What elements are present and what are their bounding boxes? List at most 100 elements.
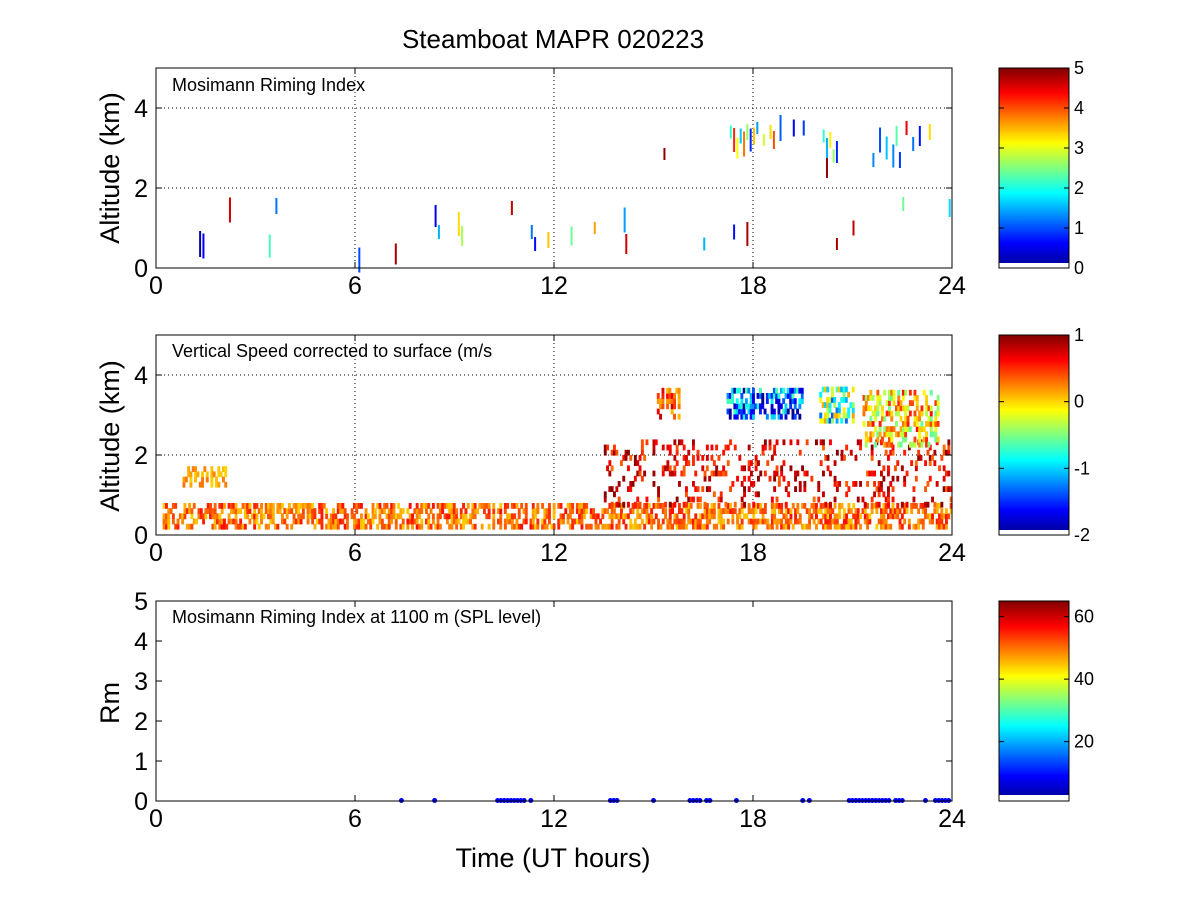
data-cell — [949, 508, 953, 514]
data-cell — [794, 508, 797, 514]
data-cell — [733, 501, 737, 508]
data-cell — [731, 508, 735, 514]
data-cell — [829, 132, 832, 148]
data-cell — [740, 408, 744, 415]
data-cell — [901, 405, 905, 412]
colorbar-tick-label: -2 — [1074, 525, 1090, 545]
data-cell — [617, 496, 621, 503]
data-cell — [678, 481, 681, 487]
data-cell — [645, 496, 649, 503]
data-cell — [585, 503, 589, 509]
data-cell — [640, 518, 644, 525]
data-cell — [712, 491, 716, 498]
data-cell — [949, 496, 953, 503]
data-cell — [295, 503, 298, 509]
data-cell — [784, 403, 788, 410]
data-cell — [582, 513, 586, 520]
data-cell — [761, 403, 765, 410]
data-cell — [503, 508, 507, 514]
data-cell — [733, 128, 736, 152]
data-cell — [652, 444, 656, 451]
data-cell — [844, 417, 848, 424]
data-cell — [798, 413, 802, 420]
data-cell — [610, 508, 614, 514]
data-cell — [896, 503, 900, 509]
data-cell — [817, 481, 821, 487]
data-cell — [815, 523, 818, 530]
data-cell — [218, 513, 222, 520]
data-cell — [898, 152, 901, 168]
data-cell — [824, 523, 828, 530]
data-cell — [897, 400, 901, 406]
data-cell — [668, 470, 672, 477]
data-cell — [705, 444, 709, 451]
data-cell — [227, 503, 231, 509]
data-cell — [663, 148, 666, 160]
data-cell — [863, 513, 867, 520]
data-cell — [826, 402, 830, 408]
data-cell — [903, 508, 907, 514]
data-cell — [710, 503, 714, 509]
data-cell — [629, 523, 633, 530]
data-cell — [833, 518, 837, 525]
data-cell — [234, 513, 238, 520]
data-cell — [845, 481, 849, 487]
data-cell — [754, 455, 758, 461]
data-cell — [810, 513, 814, 520]
data-cell — [269, 508, 273, 514]
data-cell — [701, 486, 705, 492]
data-cell — [824, 386, 827, 393]
data-cell — [517, 508, 521, 514]
data-cell — [580, 518, 584, 525]
data-cell — [752, 408, 755, 415]
data-cell — [246, 503, 250, 509]
data-cell — [759, 470, 763, 477]
data-cell — [931, 496, 934, 503]
data-cell — [445, 518, 449, 525]
data-cell — [346, 513, 349, 520]
data-cell — [889, 481, 893, 487]
data-cell — [805, 439, 809, 446]
data-cell — [745, 413, 748, 420]
data-cell — [903, 475, 907, 482]
data-cell — [910, 508, 914, 514]
data-cell — [715, 444, 719, 451]
data-cell — [835, 412, 839, 419]
data-cell — [761, 444, 765, 451]
data-cell — [187, 471, 191, 478]
data-cell — [524, 518, 528, 525]
data-cell — [311, 503, 315, 509]
data-cell — [949, 503, 953, 509]
data-cell — [947, 486, 951, 492]
data-cell — [740, 398, 744, 404]
data-cell — [206, 503, 210, 509]
data-cell — [613, 444, 616, 451]
data-cell — [497, 518, 500, 525]
data-cell — [334, 523, 338, 530]
data-cell — [438, 503, 442, 509]
data-cell — [740, 393, 744, 399]
data-cell — [787, 481, 791, 487]
data-cell — [687, 449, 691, 456]
data-cell — [859, 513, 862, 520]
data-cell — [840, 449, 844, 456]
data-cell — [752, 403, 755, 410]
data-cell — [852, 220, 855, 236]
data-cell — [798, 518, 802, 525]
data-cell — [918, 426, 922, 432]
data-cell — [739, 128, 742, 144]
data-cell — [580, 513, 584, 520]
data-cell — [934, 426, 938, 432]
data-cell — [945, 470, 948, 477]
data-cell — [880, 470, 883, 477]
data-cell — [232, 503, 236, 509]
data-cell — [875, 508, 879, 514]
colorbar-tick-label: 4 — [1074, 98, 1084, 118]
data-cell — [812, 518, 816, 525]
data-cell — [875, 486, 879, 492]
data-cell — [856, 439, 860, 446]
data-cell — [276, 503, 280, 509]
data-cell — [204, 508, 208, 514]
data-cell — [777, 518, 781, 525]
data-cell — [867, 405, 870, 412]
